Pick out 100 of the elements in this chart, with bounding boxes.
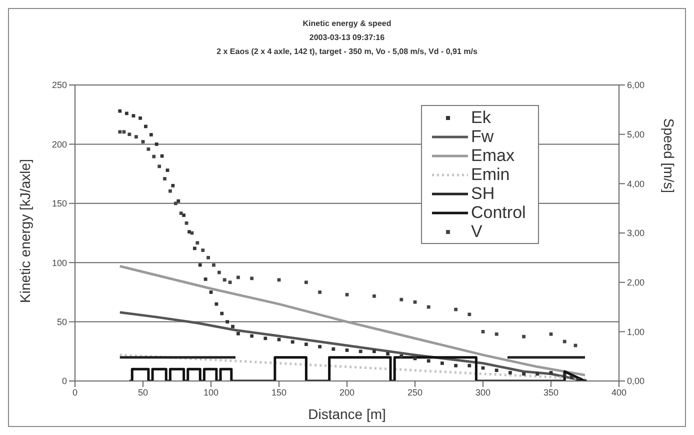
point	[228, 280, 232, 284]
point	[290, 340, 294, 344]
point	[372, 294, 376, 298]
x-tick-label: 350	[543, 387, 559, 398]
point	[118, 109, 122, 113]
y2-tick-label: 2,00	[627, 278, 645, 288]
point	[171, 184, 175, 188]
point	[304, 280, 308, 284]
line-series	[118, 264, 586, 376]
point	[570, 376, 574, 380]
point	[192, 246, 196, 250]
point	[163, 177, 166, 180]
point	[214, 302, 218, 306]
x-tick-label: 250	[407, 387, 423, 398]
point	[209, 290, 213, 294]
legend-label: Ek	[471, 108, 491, 127]
chart-title: Kinetic energy & speed	[302, 18, 392, 30]
point	[236, 332, 240, 336]
point	[204, 277, 208, 281]
point	[345, 292, 349, 296]
y-tick-label: 100	[52, 258, 67, 268]
x-tick-label: 150	[271, 387, 287, 398]
point	[522, 334, 526, 338]
point	[222, 278, 226, 282]
y2-axis-title: Speed [m/s]	[661, 118, 678, 193]
point	[562, 373, 566, 377]
point	[152, 154, 156, 158]
point	[128, 132, 132, 136]
point	[426, 359, 430, 363]
point	[179, 212, 183, 215]
point	[264, 336, 268, 340]
point	[508, 371, 512, 374]
point	[494, 332, 498, 336]
point	[304, 342, 308, 346]
y-tick-label: 200	[52, 139, 67, 150]
point	[217, 270, 221, 274]
x-axis-title: Distance [m]	[308, 406, 386, 422]
point	[345, 348, 349, 352]
point	[141, 140, 145, 144]
point	[166, 168, 170, 172]
y2-tick-label: 1,00	[627, 326, 645, 337]
legend-label: Fw	[471, 127, 494, 146]
point	[118, 130, 122, 134]
point	[206, 256, 210, 260]
point	[226, 320, 230, 324]
point	[318, 290, 322, 294]
point	[481, 330, 485, 334]
chart-subtitle: 2003-03-13 09:37:16 2 x Eaos (2 x 4 axle, 142 t), target - 350 m, Vo - 5,08 m/s, Vd - 0,91 m/s	[216, 32, 478, 58]
legend-label: Emax	[471, 146, 514, 165]
point	[220, 312, 224, 316]
point	[358, 350, 362, 354]
point	[277, 338, 281, 342]
point	[413, 300, 417, 304]
legend-label: V	[471, 222, 482, 241]
point	[231, 324, 234, 328]
point	[277, 278, 281, 282]
point	[494, 368, 498, 372]
y-tick-label: 50	[56, 316, 67, 327]
x-tick-label: 200	[339, 387, 355, 398]
x-tick-label: 300	[475, 387, 491, 398]
point	[198, 263, 202, 267]
point	[154, 142, 158, 146]
point	[386, 352, 390, 356]
point	[134, 135, 138, 138]
point	[188, 230, 191, 234]
point	[146, 147, 150, 151]
point	[576, 378, 580, 381]
point	[132, 114, 136, 118]
x-tick-label: 50	[138, 387, 148, 398]
x-tick-label: 400	[611, 387, 627, 398]
point	[454, 364, 458, 368]
y2-tick-label: 3,00	[627, 228, 645, 238]
y-axis-title: Kinetic energy [kJ/axle]	[16, 159, 33, 303]
point	[236, 276, 240, 280]
point	[168, 189, 172, 193]
x-tick-label: 0	[72, 387, 78, 398]
point	[400, 298, 404, 302]
point	[522, 372, 526, 376]
point	[122, 130, 126, 134]
y2-tick-label: 6,00	[627, 80, 645, 90]
point	[562, 340, 566, 344]
point	[212, 263, 216, 267]
point	[536, 372, 540, 376]
point	[182, 214, 186, 217]
point	[549, 371, 553, 374]
legend-label: Control	[471, 203, 526, 222]
point	[332, 347, 336, 351]
legend-label: SH	[471, 184, 495, 203]
point	[144, 124, 148, 128]
point	[158, 164, 162, 168]
point	[468, 364, 472, 368]
y-tick-label: 0	[62, 376, 67, 386]
point	[174, 202, 178, 206]
point	[250, 276, 254, 280]
point	[549, 332, 553, 336]
point	[400, 354, 404, 358]
point	[468, 312, 472, 316]
point	[196, 241, 200, 245]
point	[201, 248, 205, 252]
point	[250, 334, 254, 338]
